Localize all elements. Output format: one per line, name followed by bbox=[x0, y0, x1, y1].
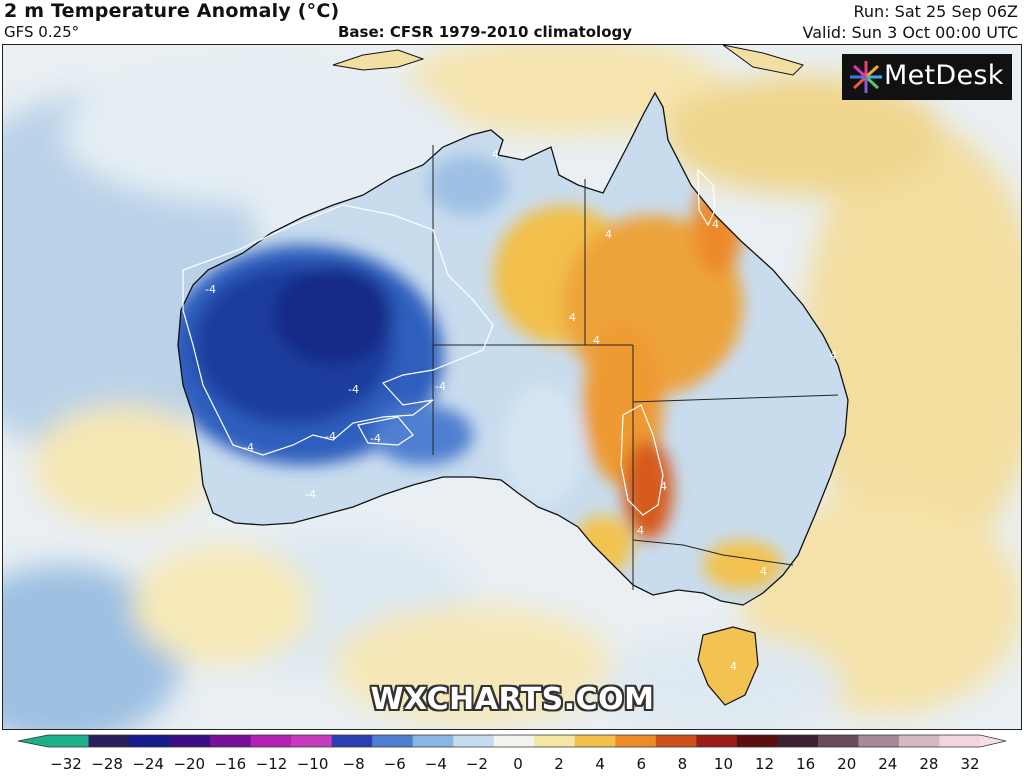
contour-label: 4 bbox=[712, 218, 719, 231]
model-label: GFS 0.25° bbox=[4, 23, 80, 41]
contour-label: -4 bbox=[305, 488, 316, 501]
contour-label: 4 bbox=[760, 565, 767, 578]
colorbar-swatch bbox=[250, 735, 292, 747]
coastline bbox=[177, 91, 849, 606]
colorbar-swatch bbox=[331, 735, 373, 747]
valid-time-label: Valid: Sun 3 Oct 00:00 UTC bbox=[802, 23, 1018, 42]
metdesk-burst-icon bbox=[850, 61, 882, 93]
colorbar-swatch bbox=[372, 735, 414, 747]
colorbar-swatch bbox=[129, 735, 171, 747]
state-borders bbox=[432, 145, 839, 590]
contour-label: 4 bbox=[730, 660, 737, 673]
colorbar-tick-label: −6 bbox=[383, 755, 406, 773]
anomaly-field bbox=[3, 45, 1021, 729]
colorbar-swatch bbox=[88, 735, 130, 747]
colorbar-tick-label: 8 bbox=[677, 755, 688, 773]
colorbar-min-arrow bbox=[18, 735, 48, 747]
colorbar-tick-label: −4 bbox=[424, 755, 447, 773]
colorbar-tick-label: 4 bbox=[595, 755, 605, 773]
colorbar-tick-label: 12 bbox=[754, 755, 775, 773]
colorbar-swatch bbox=[817, 735, 859, 747]
run-time-label: Run: Sat 25 Sep 06Z bbox=[853, 2, 1018, 21]
contour-label: -4 bbox=[205, 283, 216, 296]
colorbar-tick-label: 6 bbox=[636, 755, 647, 773]
colorbar-swatch bbox=[615, 735, 657, 747]
colorbar-tick-label: 32 bbox=[960, 755, 980, 773]
metdesk-logo-text: MetDesk bbox=[884, 60, 1004, 91]
colorbar-swatch bbox=[777, 735, 819, 747]
colorbar-tick-label: 20 bbox=[837, 755, 857, 773]
anomaly-contours bbox=[182, 168, 716, 516]
contour-label: 4 bbox=[660, 480, 667, 493]
colorbar-tick-label: −16 bbox=[214, 755, 247, 773]
colorbar-tick-label: 16 bbox=[796, 755, 816, 773]
colorbar-outline bbox=[17, 734, 1007, 748]
chart-header: 2 m Temperature Anomaly (°C) GFS 0.25° B… bbox=[0, 0, 1024, 44]
colorbar-swatch bbox=[574, 735, 616, 747]
colorbar-swatch bbox=[412, 735, 454, 747]
colorbar-swatch bbox=[655, 735, 697, 747]
contour-label: -4 bbox=[325, 430, 336, 443]
colorbar-max-arrow bbox=[980, 735, 1006, 747]
contour-label: 4 bbox=[492, 148, 499, 161]
colorbar-tick-label: −12 bbox=[255, 755, 288, 773]
colorbar-swatch bbox=[858, 735, 900, 747]
contour-label: -4 bbox=[243, 441, 254, 454]
colorbar-swatch bbox=[169, 735, 211, 747]
colorbar-tick-label: −10 bbox=[296, 755, 329, 773]
colorbar-swatch bbox=[291, 735, 333, 747]
colorbar-tick-label: −8 bbox=[342, 755, 365, 773]
colorbar-tick-label: −28 bbox=[91, 755, 123, 773]
colorbar-tick-label: −20 bbox=[173, 755, 206, 773]
colorbar-swatch bbox=[48, 735, 90, 747]
tasmania-coastline bbox=[697, 626, 759, 706]
contour-label: -4 bbox=[348, 383, 359, 396]
colorbar-swatch bbox=[493, 735, 535, 747]
colorbar-tick-label: 0 bbox=[513, 755, 523, 773]
colorbar-swatch bbox=[939, 735, 981, 747]
colorbar-tick-label: −2 bbox=[465, 755, 488, 773]
colorbar bbox=[17, 734, 1007, 748]
colorbar-swatch bbox=[696, 735, 738, 747]
climatology-base-label: Base: CFSR 1979-2010 climatology bbox=[338, 23, 633, 41]
colorbar-swatch bbox=[210, 735, 252, 747]
contour-label: 4 bbox=[569, 311, 576, 324]
northern-islands bbox=[332, 45, 804, 76]
contour-label: 4 bbox=[593, 334, 600, 347]
contour-label: 4 bbox=[637, 524, 644, 537]
wxcharts-watermark: WXCHARTS.COM bbox=[370, 682, 655, 717]
colorbar-swatch bbox=[898, 735, 940, 747]
colorbar-swatch bbox=[453, 735, 495, 747]
colorbar-tick-label: 24 bbox=[878, 755, 898, 773]
tasmania bbox=[698, 627, 758, 705]
colorbar-tick-label: −24 bbox=[132, 755, 164, 773]
contour-label: -4 bbox=[435, 380, 446, 393]
metdesk-logo: MetDesk bbox=[842, 54, 1012, 100]
colorbar-swatch bbox=[736, 735, 778, 747]
colorbar-tick-label: 2 bbox=[554, 755, 564, 773]
contour-label: 4 bbox=[605, 228, 612, 241]
contour-label: -4 bbox=[370, 432, 381, 445]
anomaly-map[interactable] bbox=[2, 44, 1022, 730]
colorbar-tick-label: −32 bbox=[50, 755, 82, 773]
colorbar-tick-label: 28 bbox=[919, 755, 939, 773]
contour-label: 4 bbox=[830, 349, 837, 362]
colorbar-tick-label: 10 bbox=[713, 755, 733, 773]
colorbar-swatch bbox=[534, 735, 576, 747]
chart-title: 2 m Temperature Anomaly (°C) bbox=[4, 0, 340, 22]
